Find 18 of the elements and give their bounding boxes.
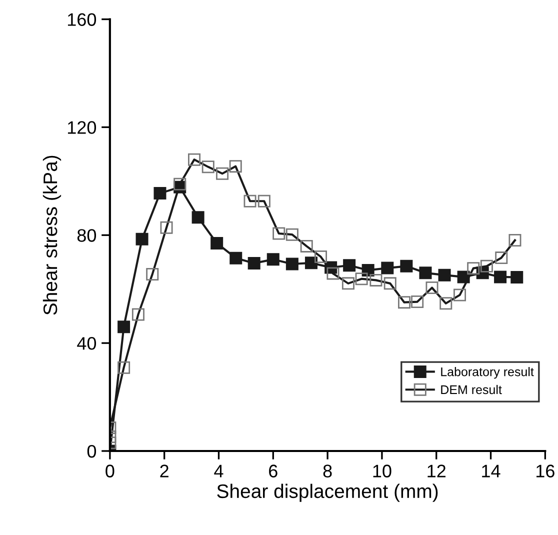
x-tick-label: 8 <box>323 464 332 478</box>
y-axis-title: Shear stress (kPa) <box>42 156 62 315</box>
y-tick-label: 120 <box>68 121 96 134</box>
y-tick-label: 40 <box>77 337 96 350</box>
x-tick-label: 6 <box>269 464 278 478</box>
legend-label: Laboratory result <box>441 367 534 379</box>
y-tick-label: 80 <box>77 229 96 242</box>
x-tick-label: 12 <box>428 464 446 478</box>
x-tick-label: 0 <box>106 464 114 478</box>
x-axis-title: Shear displacement (mm) <box>217 484 438 502</box>
x-tick-label: 4 <box>214 464 224 478</box>
x-tick-label: 2 <box>160 464 168 478</box>
legend-label: DEM result <box>441 384 502 394</box>
x-tick-label: 16 <box>536 464 554 478</box>
x-tick-label: 10 <box>373 464 392 478</box>
y-tick-label: 0 <box>87 444 96 458</box>
y-tick-label: 160 <box>68 13 96 26</box>
x-tick-label: 14 <box>482 464 500 478</box>
